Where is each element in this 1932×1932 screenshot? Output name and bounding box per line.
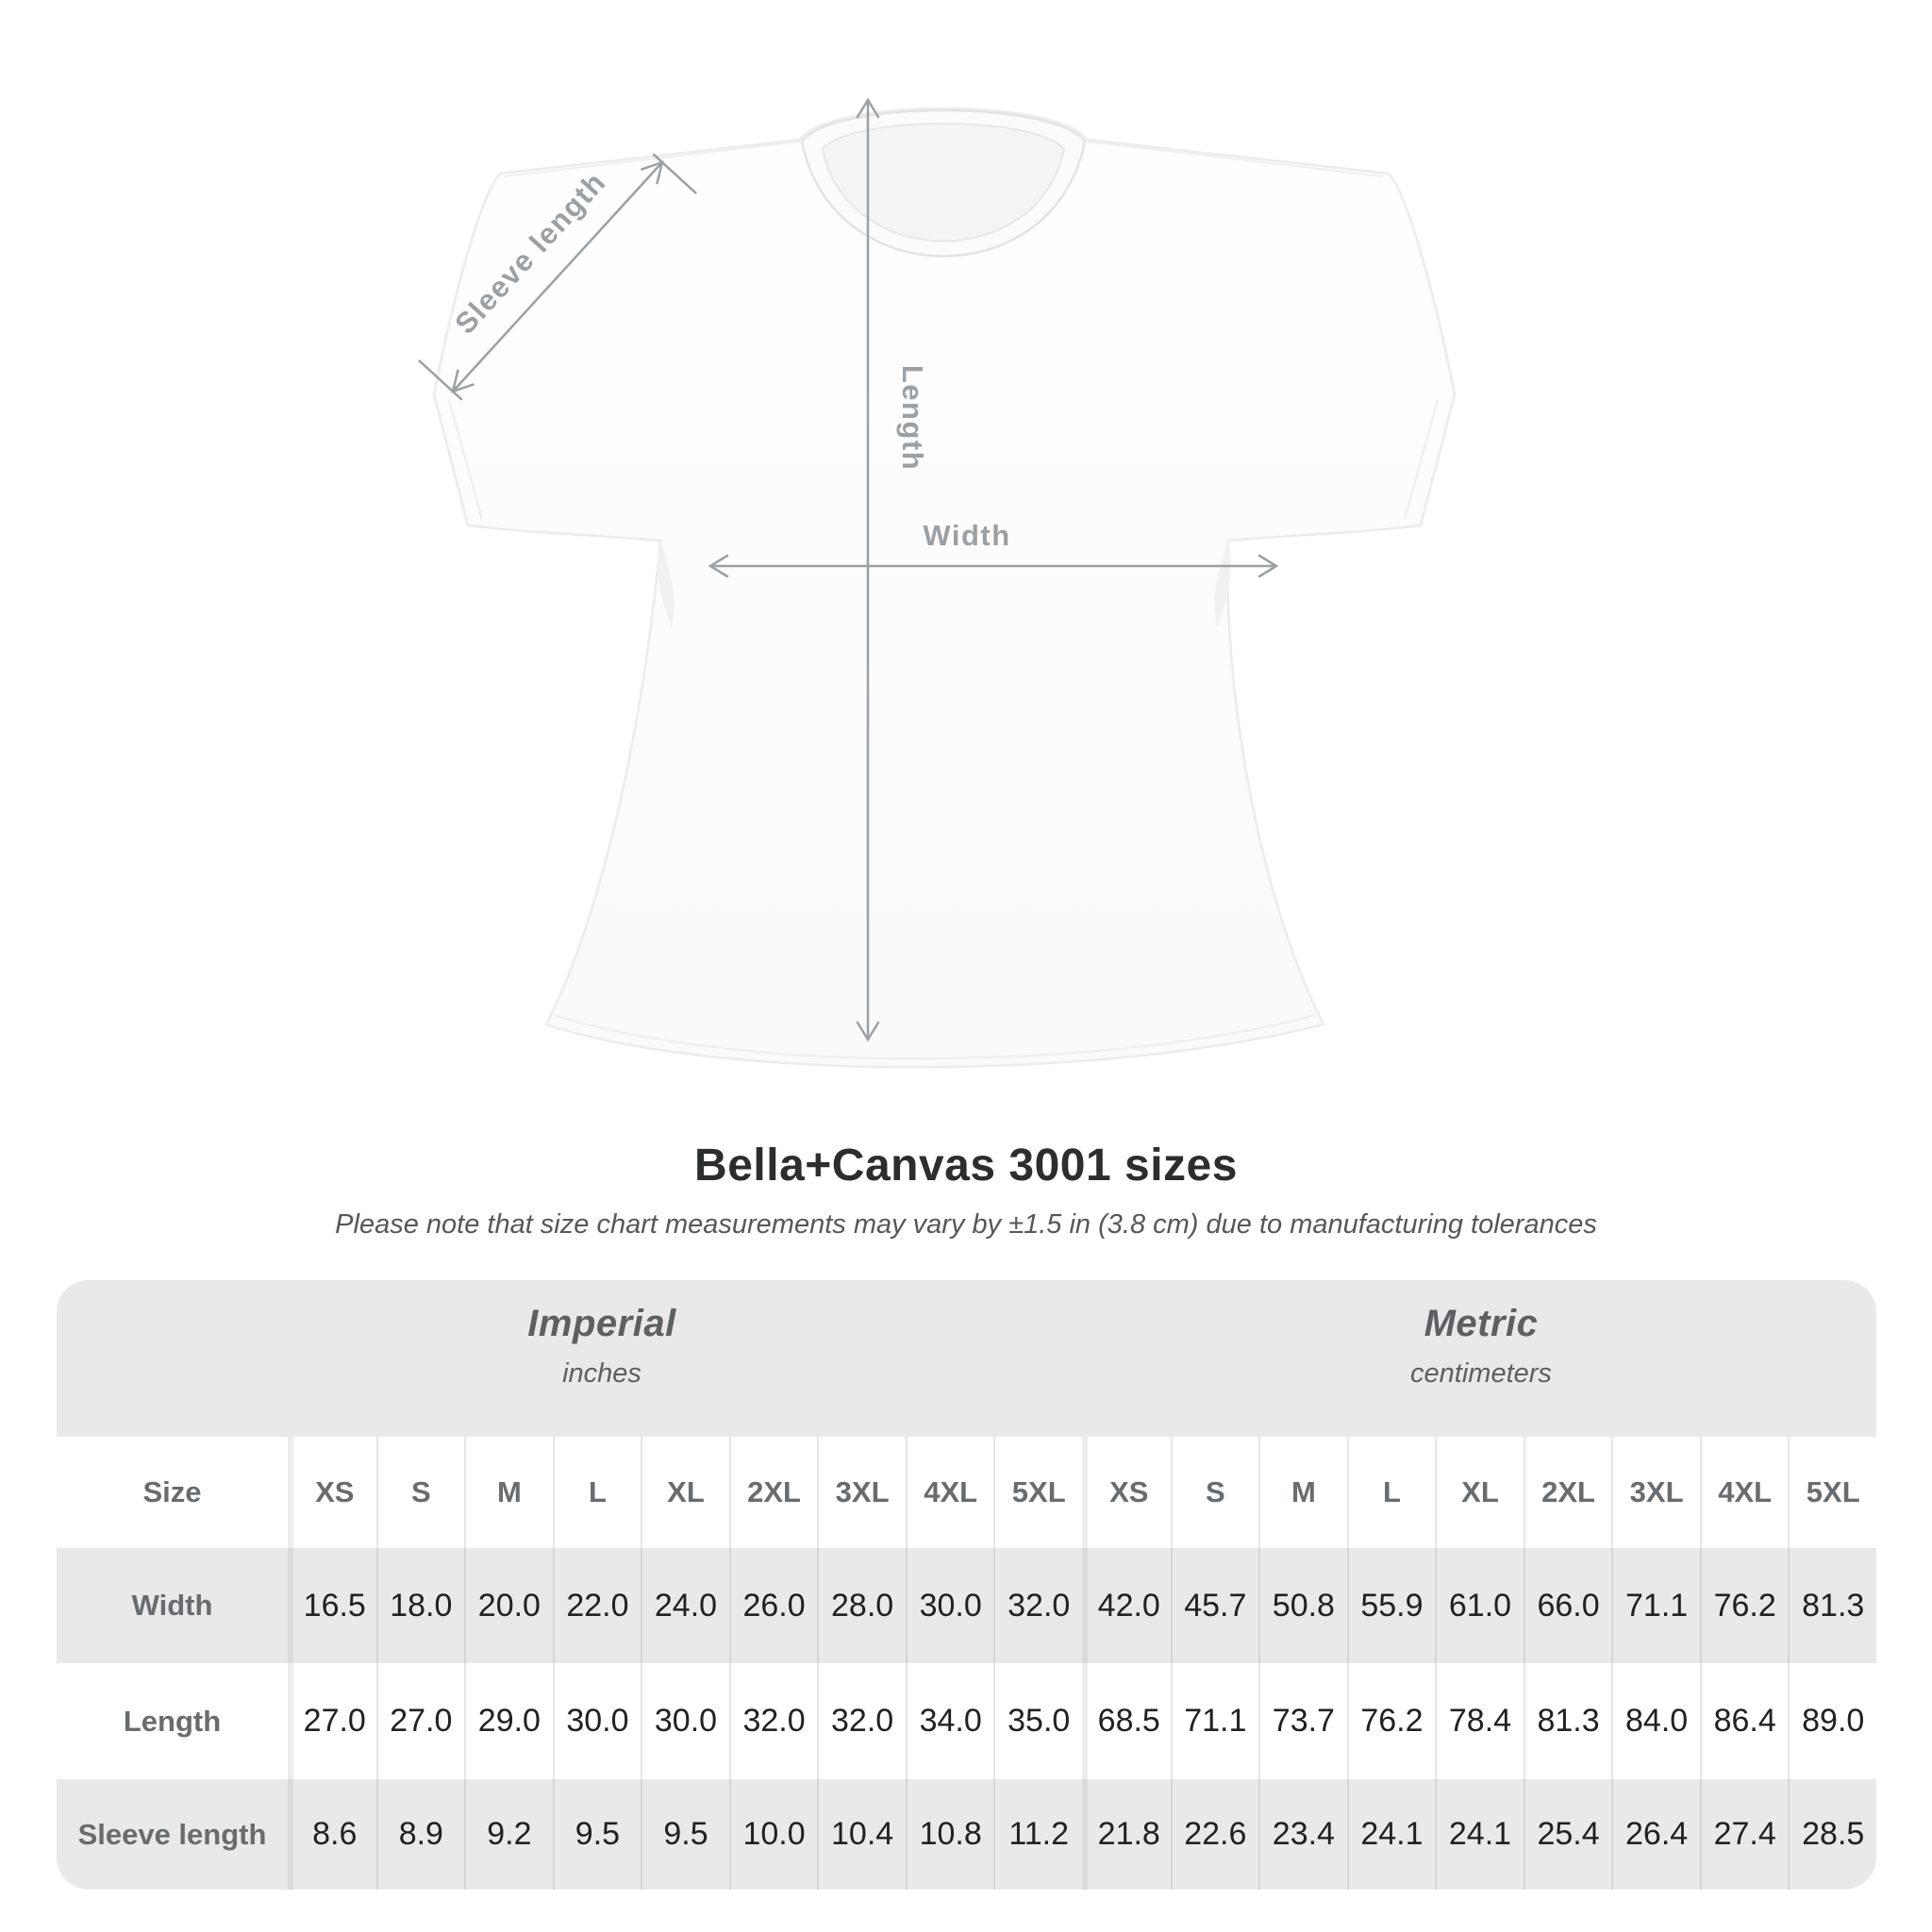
width-label: Width — [923, 519, 1010, 552]
size-header-imperial-xl: XL — [641, 1437, 729, 1548]
value-imperial-3xl: 10.4 — [817, 1779, 906, 1890]
metric-label: Metric — [1424, 1303, 1539, 1344]
value-imperial-m: 9.2 — [464, 1779, 553, 1890]
size-header-metric-2xl: 2XL — [1523, 1437, 1612, 1548]
value-imperial-3xl: 32.0 — [817, 1663, 906, 1779]
value-imperial-xs: 8.6 — [288, 1779, 376, 1890]
value-imperial-xs: 16.5 — [288, 1548, 376, 1663]
length-label: Length — [896, 365, 929, 471]
table-row-length: Length 27.0 27.0 29.0 30.0 30.0 32.0 32.0 34.0 35… — [57, 1663, 1876, 1779]
metric-group-header: Metric centimeters — [1085, 1303, 1876, 1390]
value-imperial-4xl: 34.0 — [905, 1663, 994, 1779]
value-metric-s: 22.6 — [1170, 1779, 1259, 1890]
value-metric-4xl: 76.2 — [1699, 1548, 1789, 1663]
size-header-imperial-3xl: 3XL — [817, 1437, 906, 1548]
value-imperial-xs: 27.0 — [288, 1663, 376, 1779]
value-imperial-5xl: 32.0 — [993, 1548, 1082, 1663]
tshirt-shape — [432, 107, 1457, 1069]
value-metric-xs: 68.5 — [1082, 1663, 1171, 1779]
value-metric-l: 76.2 — [1346, 1663, 1436, 1779]
value-metric-3xl: 26.4 — [1611, 1779, 1700, 1890]
size-header-metric-4xl: 4XL — [1699, 1437, 1789, 1548]
sleeve-length-line — [451, 160, 664, 393]
size-header-metric-5xl: 5XL — [1788, 1437, 1876, 1548]
value-imperial-5xl: 11.2 — [993, 1779, 1082, 1890]
value-metric-3xl: 84.0 — [1611, 1663, 1700, 1779]
size-header-metric-l: L — [1346, 1437, 1436, 1548]
value-imperial-4xl: 10.8 — [905, 1779, 994, 1890]
value-metric-3xl: 71.1 — [1611, 1548, 1700, 1663]
value-metric-5xl: 81.3 — [1788, 1548, 1876, 1663]
value-imperial-l: 9.5 — [552, 1779, 641, 1890]
size-header-imperial-4xl: 4XL — [905, 1437, 994, 1548]
size-column-header: Size — [142, 1475, 202, 1508]
imperial-group-header: Imperial inches — [196, 1303, 1008, 1390]
value-metric-xl: 24.1 — [1435, 1779, 1524, 1890]
tolerance-note: Please note that size chart measurements… — [335, 1209, 1597, 1240]
value-metric-2xl: 66.0 — [1523, 1548, 1612, 1663]
value-metric-2xl: 81.3 — [1523, 1663, 1612, 1779]
row-label: Width — [131, 1589, 213, 1622]
value-metric-m: 23.4 — [1258, 1779, 1347, 1890]
tshirt-illustration: Sleeve length Length Width — [418, 97, 1457, 1069]
value-imperial-xl: 9.5 — [641, 1779, 729, 1890]
measurement-lines — [418, 97, 1279, 1042]
value-metric-s: 71.1 — [1170, 1663, 1259, 1779]
size-table: Imperial inches Metric centimeters Size X… — [57, 1280, 1876, 1890]
size-header-imperial-2xl: 2XL — [728, 1437, 818, 1548]
imperial-label: Imperial — [527, 1303, 676, 1344]
size-header-imperial-xs: XS — [288, 1437, 376, 1548]
value-metric-5xl: 89.0 — [1788, 1663, 1876, 1779]
value-imperial-xl: 30.0 — [641, 1663, 729, 1779]
value-imperial-2xl: 32.0 — [728, 1663, 818, 1779]
value-imperial-2xl: 10.0 — [728, 1779, 818, 1890]
value-metric-5xl: 28.5 — [1788, 1779, 1876, 1890]
size-header-imperial-m: M — [464, 1437, 553, 1548]
row-label: Length — [123, 1704, 222, 1738]
size-header-imperial-s: S — [375, 1437, 465, 1548]
size-header-metric-xl: XL — [1435, 1437, 1524, 1548]
value-metric-xs: 21.8 — [1082, 1779, 1171, 1890]
value-imperial-l: 30.0 — [552, 1663, 641, 1779]
unit-header-band: Imperial inches Metric centimeters — [57, 1280, 1876, 1437]
value-imperial-s: 18.0 — [375, 1548, 465, 1663]
size-header-imperial-5xl: 5XL — [993, 1437, 1082, 1548]
size-table-grid: Size XS S M L XL 2XL 3XL 4XL 5XL XS S M L XL 2XL 3XL 4XL 5… — [57, 1437, 1876, 1890]
value-metric-xs: 42.0 — [1082, 1548, 1171, 1663]
value-imperial-s: 27.0 — [375, 1663, 465, 1779]
size-header-imperial-l: L — [552, 1437, 641, 1548]
value-metric-4xl: 86.4 — [1699, 1663, 1789, 1779]
metric-unit-label: centimeters — [1410, 1358, 1552, 1389]
value-metric-xl: 78.4 — [1435, 1663, 1524, 1779]
page-title: Bella+Canvas 3001 sizes — [694, 1141, 1238, 1191]
tshirt-size-diagram: Sleeve length Length Width — [415, 66, 1462, 1085]
value-metric-2xl: 25.4 — [1523, 1779, 1612, 1890]
value-imperial-xl: 24.0 — [641, 1548, 729, 1663]
value-metric-m: 73.7 — [1258, 1663, 1347, 1779]
value-imperial-4xl: 30.0 — [905, 1548, 994, 1663]
row-label: Sleeve length — [77, 1817, 267, 1851]
value-imperial-2xl: 26.0 — [728, 1548, 818, 1663]
table-row-width: Width 16.5 18.0 20.0 22.0 24.0 26.0 28.0 30.0 32.… — [57, 1548, 1876, 1663]
size-header-metric-s: S — [1170, 1437, 1259, 1548]
value-metric-xl: 61.0 — [1435, 1548, 1524, 1663]
table-header-row: Size XS S M L XL 2XL 3XL 4XL 5XL XS S M L XL 2XL 3XL 4XL 5… — [57, 1437, 1876, 1548]
value-imperial-5xl: 35.0 — [993, 1663, 1082, 1779]
value-metric-s: 45.7 — [1170, 1548, 1259, 1663]
value-imperial-m: 20.0 — [464, 1548, 553, 1663]
size-header-metric-xs: XS — [1082, 1437, 1171, 1548]
value-metric-l: 55.9 — [1346, 1548, 1436, 1663]
value-imperial-m: 29.0 — [464, 1663, 553, 1779]
value-imperial-s: 8.9 — [375, 1779, 465, 1890]
table-row-sleeve-length: Sleeve length 8.6 8.9 9.2 9.5 9.5 10.0 10.4 10.8… — [57, 1779, 1876, 1890]
value-imperial-3xl: 28.0 — [817, 1548, 906, 1663]
value-imperial-l: 22.0 — [552, 1548, 641, 1663]
value-metric-m: 50.8 — [1258, 1548, 1347, 1663]
size-header-metric-3xl: 3XL — [1611, 1437, 1700, 1548]
value-metric-4xl: 27.4 — [1699, 1779, 1789, 1890]
size-header-metric-m: M — [1258, 1437, 1347, 1548]
value-metric-l: 24.1 — [1346, 1779, 1436, 1890]
imperial-unit-label: inches — [562, 1358, 641, 1389]
